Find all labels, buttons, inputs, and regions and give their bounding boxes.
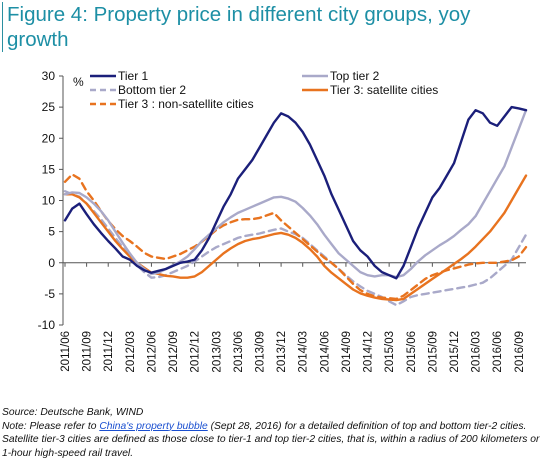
property-price-chart: -10 -5 0 5 10 15 20 25 30 % 2011/06 2011/09 2011/12 2… xyxy=(38,69,528,373)
report-link[interactable]: China's property bubble xyxy=(99,420,208,432)
x-tick-label: 2013/12 xyxy=(276,331,288,373)
y-tick-label: 15 xyxy=(42,162,56,176)
x-tick-label: 2011/12 xyxy=(103,331,115,372)
legend-label-2: Bottom tier 2 xyxy=(118,83,186,97)
y-tick-label: -5 xyxy=(44,287,55,301)
x-tick-label: 2013/06 xyxy=(233,331,245,373)
figure-notes: Source: Deutsche Bank, WIND Note: Please… xyxy=(2,406,546,460)
y-tick-label: 0 xyxy=(48,256,55,270)
legend-label-4: Tier 3 : non-satellite cities xyxy=(118,97,254,111)
x-tick-label: 2015/06 xyxy=(406,331,418,373)
x-tick-label: 2012/06 xyxy=(146,331,158,373)
x-tick-label: 2014/12 xyxy=(363,331,375,373)
source-text: Source: Deutsche Bank, WIND xyxy=(2,407,144,418)
x-tick-label: 2014/03 xyxy=(298,331,310,373)
legend-label-3: Tier 3: satellite cities xyxy=(330,83,438,97)
x-tick-label: 2013/09 xyxy=(254,331,266,373)
x-tick-label: 2015/03 xyxy=(384,331,396,373)
x-tick-label: 2016/09 xyxy=(514,331,526,373)
series-line-3 xyxy=(63,174,528,302)
series-line-2 xyxy=(63,189,528,307)
y-tick-label: 10 xyxy=(42,194,56,208)
y-tick-label: -10 xyxy=(38,318,56,332)
y-tick-label: 20 xyxy=(42,131,56,145)
x-tick-label: 2011/09 xyxy=(82,331,94,372)
legend-label-1: Top tier 2 xyxy=(330,69,380,83)
x-tick-label: 2011/06 xyxy=(60,331,72,372)
y-tick-label: 5 xyxy=(48,225,55,239)
x-tick-label: 2012/12 xyxy=(190,331,202,373)
y-tick-label: 25 xyxy=(42,100,56,114)
x-tick-label: 2014/09 xyxy=(341,331,353,373)
x-tick-label: 2016/03 xyxy=(471,331,483,373)
x-tick-label: 2012/09 xyxy=(168,331,180,373)
series-line-1 xyxy=(63,108,528,279)
note-prefix: Note: Please refer to xyxy=(2,420,100,432)
y-tick-label: 30 xyxy=(42,69,56,83)
x-tick-label: 2013/03 xyxy=(211,331,223,373)
note-rest: (Sept 28, 2016) for a detailed definitio… xyxy=(2,420,540,459)
series-line-4 xyxy=(63,173,528,301)
x-tick-label: 2015/12 xyxy=(449,331,461,373)
figure-header: Figure 4: Property price in different ci… xyxy=(2,2,533,52)
legend-label-0: Tier 1 xyxy=(118,69,149,83)
x-tick-label: 2012/03 xyxy=(125,331,137,373)
series-line-0 xyxy=(63,105,528,280)
figure-title: Figure 4: Property price in different ci… xyxy=(7,3,471,51)
x-tick-label: 2016/06 xyxy=(492,331,504,373)
note-text: Note: Please refer to China's property b… xyxy=(2,420,546,461)
y-axis-unit: % xyxy=(73,75,84,89)
x-tick-label: 2015/09 xyxy=(427,331,439,373)
x-tick-label: 2014/06 xyxy=(319,331,331,373)
